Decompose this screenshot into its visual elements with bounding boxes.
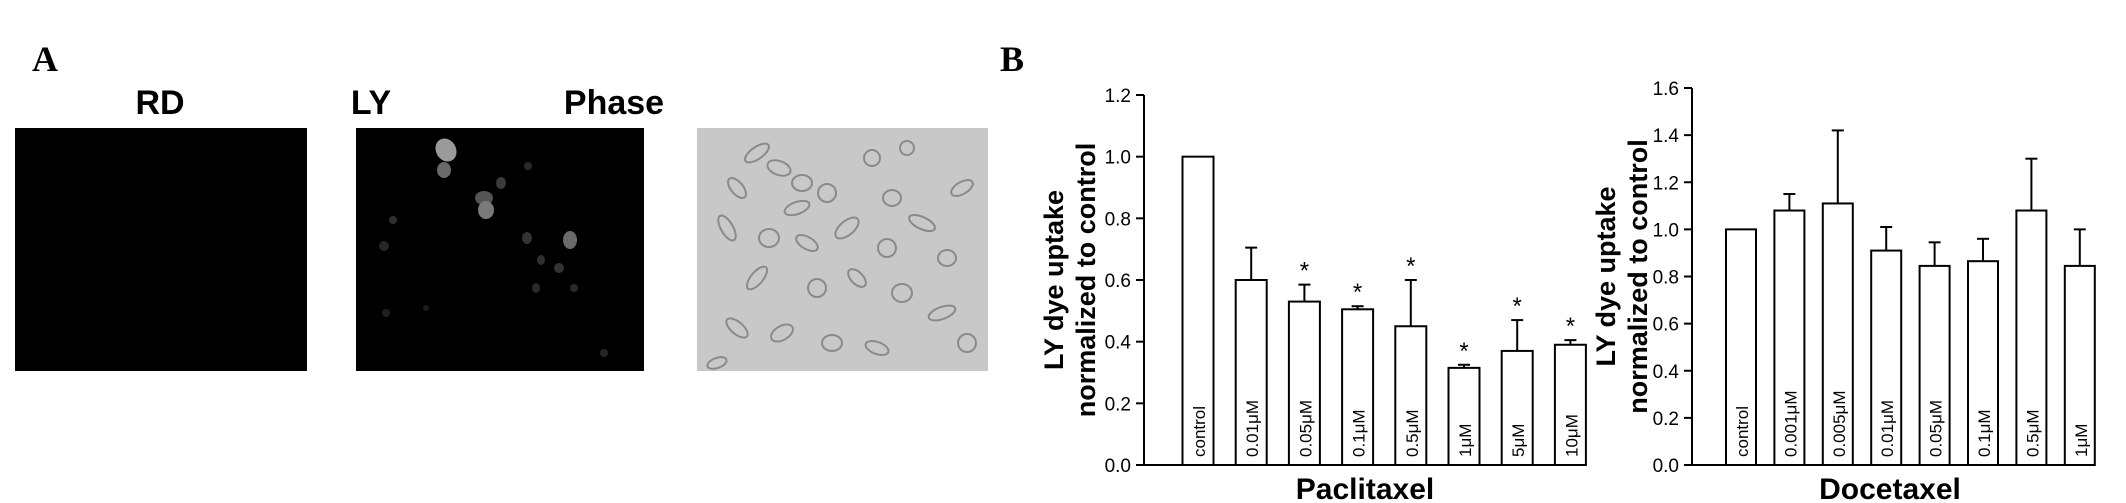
chart1-y-axis-label: LY dye uptake [1039, 190, 1069, 370]
chart2-y-tick-label: 1.6 [1653, 79, 1679, 100]
chart1-y-tick-label: 0.8 [1105, 209, 1131, 230]
chart1-y-axis-label: normalized to control [1071, 143, 1101, 418]
chart2-category-label: 0.5μM [2023, 409, 2042, 457]
chart2-y-tick-label: 1.0 [1653, 220, 1679, 241]
chart1-category-label: 0.05μM [1296, 400, 1315, 457]
chart2-category-label: 1μM [2072, 424, 2091, 457]
chart2-category-label: control [1733, 406, 1752, 457]
chart2-category-label: 0.01μM [1878, 400, 1897, 457]
chart1-significance-marker: * [1353, 279, 1362, 306]
chart2-y-tick-label: 1.2 [1653, 173, 1679, 194]
ly-fluorescence-image [356, 128, 644, 371]
chart2-y-tick-label: 0.4 [1653, 362, 1680, 383]
chart1-category-label: 0.5μM [1403, 409, 1422, 457]
chart2-y-tick-label: 0.0 [1653, 456, 1679, 477]
phase-image-title: Phase [469, 84, 759, 123]
phase-contrast-image [697, 128, 988, 371]
chart1-significance-marker: * [1300, 258, 1309, 285]
chart1-x-axis-label: Paclitaxel [1296, 473, 1434, 503]
chart2-category-label: 0.05μM [1927, 400, 1946, 457]
chart1-y-tick-label: 0.2 [1105, 394, 1131, 415]
chart1-category-label: 0.01μM [1243, 400, 1262, 457]
chart1-y-tick-label: 0.4 [1105, 333, 1132, 354]
docetaxel-bar-chart: 0.0 0.2 0.4 0.6 0.8 1.0 1.2 1.4 1.6 LY dye uptake… [1590, 0, 2110, 503]
chart1-significance-marker: * [1459, 338, 1468, 365]
chart2-category-label: 0.001μM [1781, 391, 1800, 458]
chart2-x-axis-label: Docetaxel [1819, 473, 1961, 503]
chart1-y-tick-label: 0.0 [1105, 456, 1131, 477]
chart2-y-tick-label: 0.2 [1653, 409, 1679, 430]
chart2-category-label: 0.005μM [1830, 391, 1849, 458]
chart1-significance-marker: * [1513, 293, 1522, 320]
paclitaxel-bar-chart: 0.0 0.2 0.4 0.6 0.8 1.0 1.2 LY dye uptake normal… [1010, 0, 1610, 503]
chart2-y-axis-label: normalized to control [1623, 139, 1653, 414]
rd-fluorescence-image [15, 128, 307, 371]
chart2-y-tick-label: 1.4 [1653, 126, 1680, 147]
chart2-y-tick-label: 0.8 [1653, 268, 1679, 289]
chart2-category-label: 0.1μM [1975, 409, 1994, 457]
panel-a-label: A [32, 38, 58, 80]
chart1-category-label: 1μM [1456, 424, 1475, 457]
chart1-category-label: 5μM [1509, 424, 1528, 457]
chart1-y-tick-label: 1.2 [1105, 86, 1131, 107]
chart2-y-tick-label: 0.6 [1653, 315, 1679, 336]
chart1-category-label: 0.1μM [1350, 409, 1369, 457]
chart1-category-label: control [1190, 406, 1209, 457]
chart1-category-label: 10μM [1562, 414, 1581, 457]
chart1-y-tick-label: 1.0 [1105, 148, 1131, 169]
chart1-significance-marker: * [1566, 313, 1575, 340]
chart1-y-tick-label: 0.6 [1105, 271, 1131, 292]
chart2-y-axis-label: LY dye uptake [1591, 186, 1621, 366]
chart1-significance-marker: * [1406, 253, 1415, 280]
